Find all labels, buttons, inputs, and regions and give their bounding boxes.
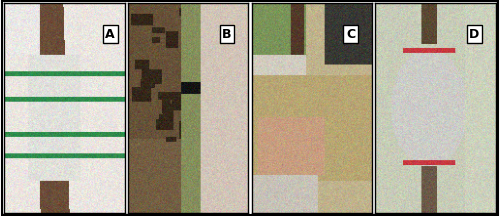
- Text: C: C: [346, 28, 355, 41]
- Text: A: A: [106, 28, 115, 41]
- Text: B: B: [222, 28, 232, 41]
- Text: D: D: [469, 28, 480, 41]
